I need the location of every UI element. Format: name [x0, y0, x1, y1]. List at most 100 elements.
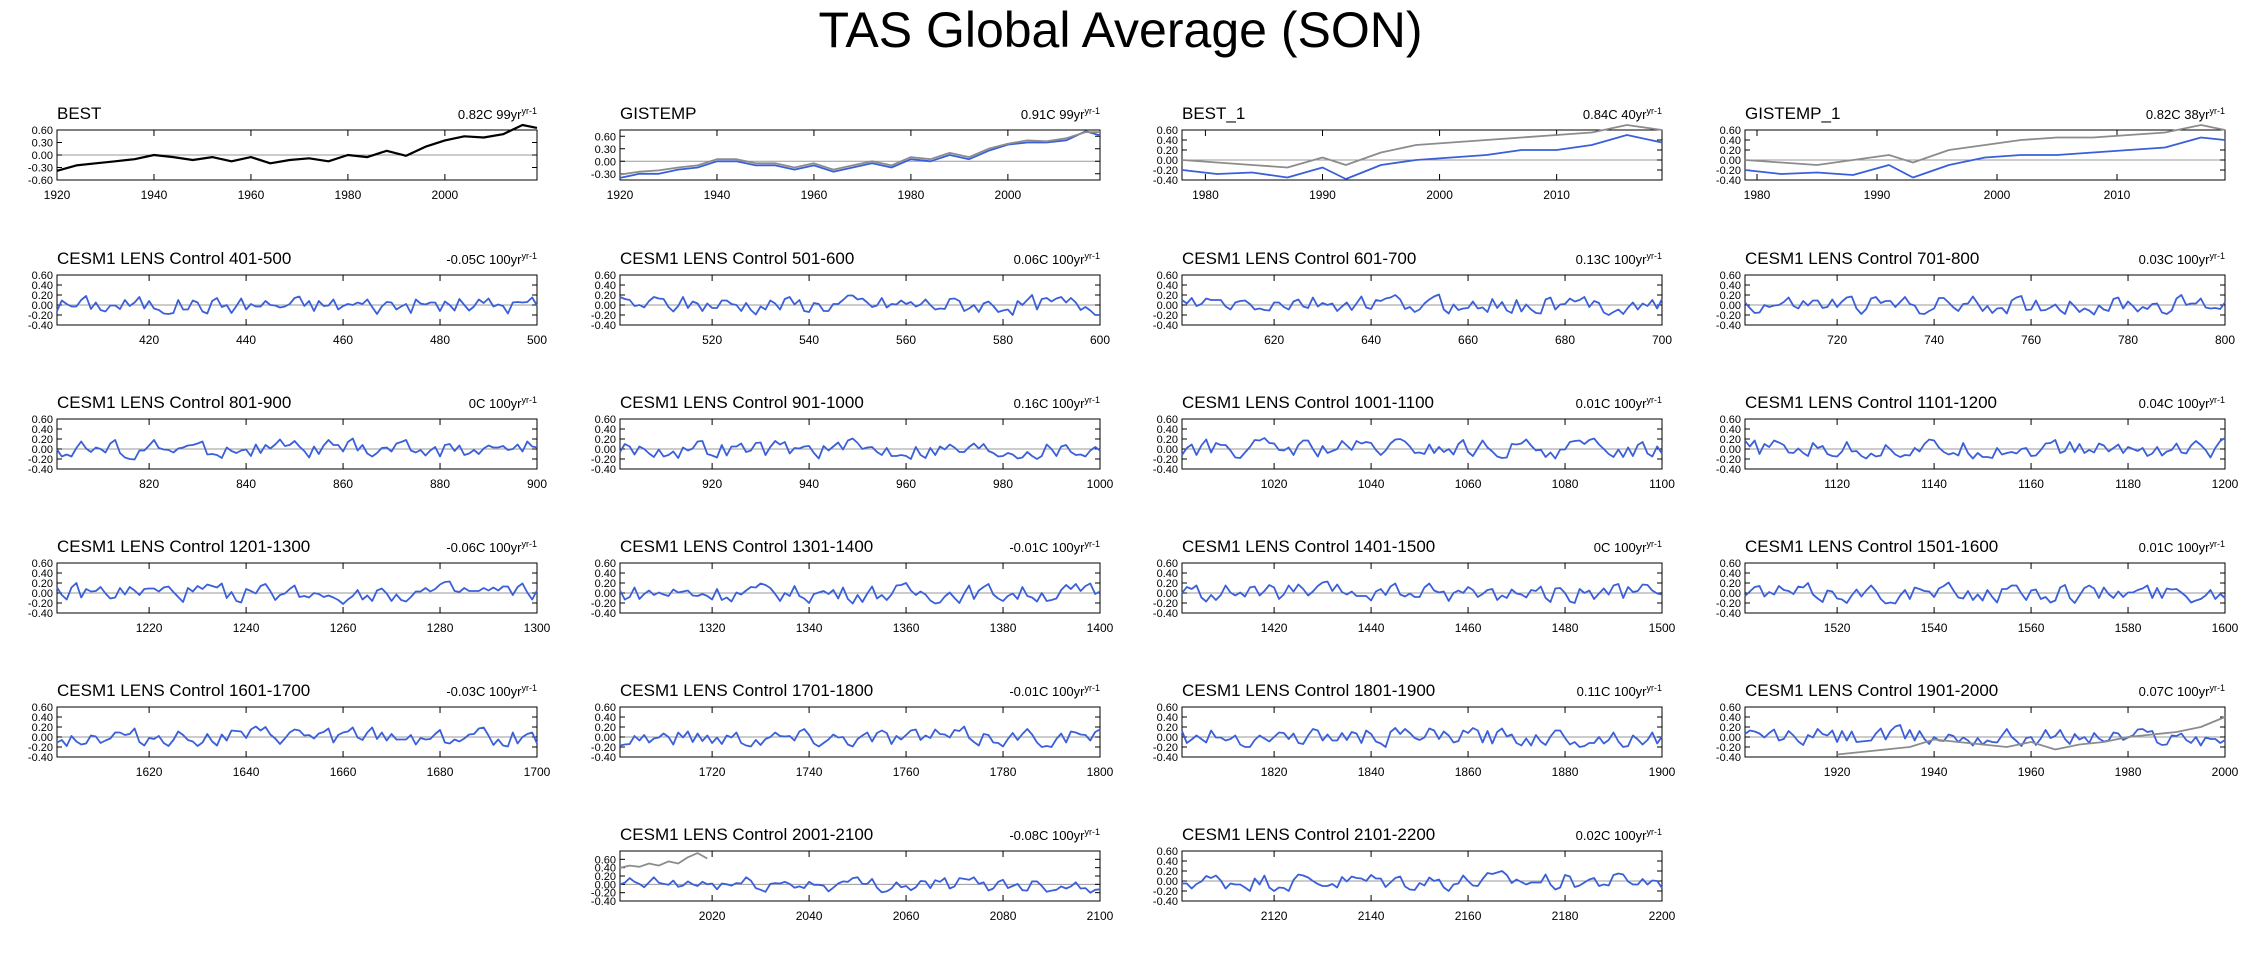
- x-tick-label: 1990: [1864, 188, 1891, 202]
- series-line-obs_overlay: [619, 852, 708, 869]
- y-tick-label: 0.00: [1157, 155, 1178, 167]
- x-tick-label: 840: [236, 477, 256, 491]
- x-tick-label: 660: [1458, 333, 1478, 347]
- series-line-model: [1744, 136, 2226, 179]
- plot-frame: [619, 850, 1101, 902]
- y-tick-label: 0.00: [595, 732, 616, 744]
- series-line-obs_overlay: [1181, 124, 1663, 169]
- y-tick-label: -0.20: [1153, 598, 1178, 610]
- x-tick-label: 1240: [233, 621, 260, 635]
- plot-frame: [619, 706, 1101, 758]
- y-tick-label: 0.00: [1720, 588, 1741, 600]
- panel-title: CESM1 LENS Control 1901-2000: [1745, 681, 1998, 700]
- plot-frame: [1181, 274, 1663, 326]
- y-tick-label: 0.40: [32, 712, 53, 724]
- y-tick-label: -0.40: [1716, 752, 1741, 764]
- series-line-model: [619, 725, 1101, 748]
- y-tick-label: -0.20: [1716, 454, 1741, 466]
- x-tick-label: 880: [430, 477, 450, 491]
- plot-frame: [619, 562, 1101, 614]
- y-tick-label: 0.20: [595, 578, 616, 590]
- trend-exponent: yr-1: [1085, 683, 1101, 693]
- panel-trend: 0.82C 99yryr-1: [458, 106, 537, 122]
- trend-exponent: yr-1: [1647, 827, 1663, 837]
- panel: CESM1 LENS Control 1801-1900 0.11C 100yry…: [1153, 681, 1676, 779]
- trend-exponent: yr-1: [2210, 251, 2226, 261]
- y-tick-label: 0.60: [1157, 702, 1178, 714]
- y-tick-label: 0.20: [1157, 578, 1178, 590]
- panel-trend: 0.91C 99yryr-1: [1021, 106, 1100, 122]
- y-tick-label: -0.40: [28, 752, 53, 764]
- trend-exponent: yr-1: [522, 106, 538, 116]
- y-tick-label: -0.20: [1716, 165, 1741, 177]
- x-tick-label: 2120: [1261, 909, 1288, 923]
- x-tick-label: 1800: [1087, 765, 1114, 779]
- y-tick-label: -0.20: [1153, 310, 1178, 322]
- y-tick-label: 0.30: [32, 138, 53, 150]
- panel: CESM1 LENS Control 1301-1400 -0.01C 100yr…: [591, 537, 1114, 635]
- panel-title: CESM1 LENS Control 1401-1500: [1182, 537, 1435, 556]
- y-tick-label: 0.20: [595, 871, 616, 883]
- x-tick-label: 1980: [898, 188, 925, 202]
- x-tick-label: 2140: [1358, 909, 1385, 923]
- x-tick-label: 1720: [699, 765, 726, 779]
- y-tick-label: 0.60: [1720, 414, 1741, 426]
- y-tick-label: 0.00: [1157, 444, 1178, 456]
- y-tick-label: 0.40: [1720, 568, 1741, 580]
- y-tick-label: 0.20: [1720, 722, 1741, 734]
- x-tick-label: 780: [2118, 333, 2138, 347]
- panel-title: GISTEMP_1: [1745, 104, 1840, 123]
- panel: GISTEMP 0.91C 99yryr-1 0.600.300.00-0.30 19…: [591, 104, 1101, 202]
- y-tick-label: 0.40: [1720, 712, 1741, 724]
- panel: BEST_1 0.84C 40yryr-1 0.600.400.200.00-0.2…: [1153, 104, 1663, 202]
- x-tick-label: 1600: [2212, 621, 2239, 635]
- y-tick-label: 0.60: [32, 414, 53, 426]
- panel-title: CESM1 LENS Control 901-1000: [620, 393, 864, 412]
- x-tick-label: 1820: [1261, 765, 1288, 779]
- panel-trend: 0.82C 38yryr-1: [2146, 106, 2225, 122]
- panel: GISTEMP_1 0.82C 38yryr-10.600.400.200.00-…: [1716, 104, 2226, 202]
- y-tick-label: -0.40: [591, 896, 616, 908]
- y-tick-label: 0.20: [32, 290, 53, 302]
- panel-title: CESM1 LENS Control 1601-1700: [57, 681, 310, 700]
- y-tick-label: 0.00: [1157, 876, 1178, 888]
- y-tick-label: -0.40: [1153, 320, 1178, 332]
- x-tick-label: 560: [896, 333, 916, 347]
- y-tick-label: 0.00: [32, 444, 53, 456]
- y-tick-label: 0.00: [1157, 732, 1178, 744]
- plot-frame: [1181, 706, 1663, 758]
- series-line-model: [619, 130, 1101, 179]
- trend-exponent: yr-1: [1647, 395, 1663, 405]
- y-tick-label: -0.40: [1716, 175, 1741, 187]
- x-tick-label: 2160: [1455, 909, 1482, 923]
- trend-exponent: yr-1: [1647, 251, 1663, 261]
- y-tick-label: 0.20: [1157, 434, 1178, 446]
- panel: CESM1 LENS Control 1101-1200 0.04C 100yry…: [1716, 393, 2239, 491]
- x-tick-label: 1340: [796, 621, 823, 635]
- y-tick-label: -0.20: [1153, 454, 1178, 466]
- x-tick-label: 2000: [995, 188, 1022, 202]
- x-tick-label: 1580: [2115, 621, 2142, 635]
- y-tick-label: -0.20: [1716, 742, 1741, 754]
- panel-title: GISTEMP: [620, 104, 697, 123]
- trend-exponent: yr-1: [522, 395, 538, 405]
- panel-trend: -0.01C 100yryr-1: [1009, 683, 1100, 699]
- y-tick-label: 0.60: [1157, 846, 1178, 858]
- x-tick-label: 2000: [2212, 765, 2239, 779]
- y-tick-label: 0.40: [595, 712, 616, 724]
- panel: CESM1 LENS Control 1701-1800 -0.01C 100yr…: [591, 681, 1114, 779]
- x-tick-label: 940: [799, 477, 819, 491]
- y-tick-label: 0.20: [595, 434, 616, 446]
- y-tick-label: 0.20: [1157, 290, 1178, 302]
- panel: CESM1 LENS Control 1201-1300 -0.06C 100yr…: [28, 537, 551, 635]
- x-tick-label: 540: [799, 333, 819, 347]
- plot-frame: [56, 706, 538, 758]
- y-tick-label: 0.20: [1720, 434, 1741, 446]
- y-tick-label: -0.20: [1716, 598, 1741, 610]
- y-tick-label: 0.00: [32, 300, 53, 312]
- x-tick-label: 2180: [1552, 909, 1579, 923]
- x-tick-label: 420: [139, 333, 159, 347]
- panel-trend: 0.11C 100yryr-1: [1577, 683, 1662, 699]
- series-line-model: [1744, 437, 2226, 460]
- plot-frame: [619, 274, 1101, 326]
